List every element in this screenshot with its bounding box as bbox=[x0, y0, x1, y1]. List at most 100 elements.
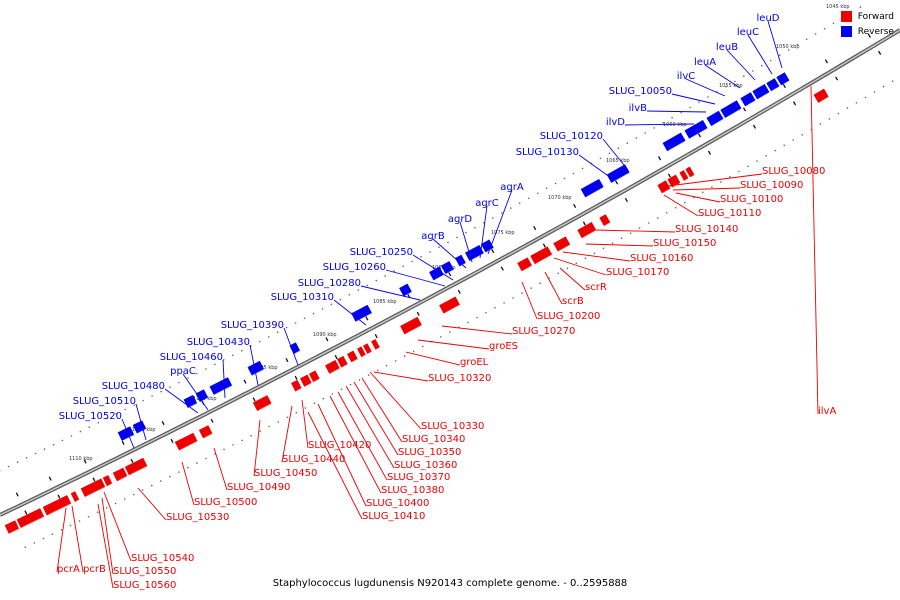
gene-label[interactable]: pcrB bbox=[83, 564, 106, 575]
gene-label[interactable]: ppaC bbox=[170, 366, 196, 377]
forward-gene[interactable] bbox=[439, 296, 463, 314]
forward-gene[interactable] bbox=[813, 88, 832, 103]
gene-label[interactable]: SLUG_10150 bbox=[653, 238, 716, 249]
reverse-gene[interactable] bbox=[195, 389, 211, 403]
reverse-gene[interactable] bbox=[351, 304, 375, 322]
forward-gene[interactable] bbox=[667, 174, 684, 188]
forward-gene[interactable] bbox=[80, 478, 108, 498]
forward-gene[interactable] bbox=[371, 339, 383, 350]
gene-label[interactable]: SLUG_10440 bbox=[282, 454, 345, 465]
gene-label[interactable]: SLUG_10480 bbox=[102, 381, 165, 392]
forward-gene[interactable] bbox=[324, 359, 343, 374]
reverse-gene[interactable] bbox=[289, 342, 303, 355]
gene-label[interactable]: groES bbox=[489, 341, 518, 352]
gene-label[interactable]: SLUG_10270 bbox=[512, 326, 575, 337]
gene-label[interactable]: pcrA bbox=[57, 564, 80, 575]
forward-gene[interactable] bbox=[599, 214, 613, 227]
gene-label[interactable]: ilvC bbox=[677, 71, 695, 82]
gene-label[interactable]: SLUG_10260 bbox=[323, 262, 386, 273]
reverse-gene[interactable] bbox=[766, 78, 783, 92]
forward-gene[interactable] bbox=[685, 166, 698, 178]
gene-label[interactable]: leuC bbox=[737, 27, 759, 38]
gene-label[interactable]: SLUG_10540 bbox=[131, 553, 194, 564]
reverse-gene[interactable] bbox=[454, 254, 469, 267]
gene-label[interactable]: SLUG_10250 bbox=[350, 247, 413, 258]
forward-gene[interactable] bbox=[517, 257, 535, 272]
reverse-gene[interactable] bbox=[776, 72, 793, 86]
reverse-gene[interactable] bbox=[399, 283, 415, 297]
forward-gene[interactable] bbox=[530, 246, 555, 265]
reverse-gene[interactable] bbox=[464, 244, 487, 262]
forward-gene[interactable] bbox=[657, 180, 674, 194]
forward-gene[interactable] bbox=[356, 346, 369, 358]
reverse-gene[interactable] bbox=[720, 100, 745, 119]
forward-gene[interactable] bbox=[4, 520, 22, 534]
gene-label[interactable]: SLUG_10120 bbox=[540, 131, 603, 142]
gene-label[interactable]: SLUG_10490 bbox=[227, 482, 290, 493]
gene-label[interactable]: SLUG_10050 bbox=[609, 86, 672, 97]
gene-label[interactable]: ilvD bbox=[606, 117, 625, 128]
gene-label[interactable]: ilvA bbox=[818, 406, 836, 417]
gene-label[interactable]: agrD bbox=[448, 214, 473, 225]
gene-label[interactable]: SLUG_10340 bbox=[402, 434, 465, 445]
forward-gene[interactable] bbox=[299, 374, 315, 387]
reverse-gene[interactable] bbox=[662, 132, 689, 152]
reverse-gene[interactable] bbox=[247, 360, 267, 376]
forward-gene[interactable] bbox=[400, 316, 425, 335]
gene-label[interactable]: SLUG_10400 bbox=[366, 498, 429, 509]
forward-gene[interactable] bbox=[70, 491, 82, 502]
forward-gene[interactable] bbox=[346, 350, 361, 363]
gene-label[interactable]: SLUG_10170 bbox=[606, 267, 669, 278]
gene-label[interactable]: SLUG_10200 bbox=[537, 311, 600, 322]
reverse-gene[interactable] bbox=[740, 92, 759, 107]
gene-label[interactable]: agrA bbox=[500, 182, 524, 193]
reverse-gene[interactable] bbox=[684, 119, 711, 139]
reverse-gene[interactable] bbox=[429, 266, 447, 281]
gene-label[interactable]: agrB bbox=[421, 231, 445, 242]
forward-gene[interactable] bbox=[336, 355, 351, 368]
gene-label[interactable]: SLUG_10450 bbox=[254, 468, 317, 479]
forward-gene[interactable] bbox=[16, 508, 47, 529]
reverse-gene[interactable] bbox=[752, 83, 773, 100]
reverse-gene[interactable] bbox=[440, 261, 457, 275]
gene-label[interactable]: SLUG_10500 bbox=[194, 497, 257, 508]
gene-label[interactable]: SLUG_10350 bbox=[398, 447, 461, 458]
gene-label[interactable]: SLUG_10560 bbox=[113, 580, 176, 591]
forward-gene[interactable] bbox=[308, 370, 323, 383]
forward-gene[interactable] bbox=[124, 457, 151, 476]
forward-gene[interactable] bbox=[553, 236, 573, 252]
reverse-gene[interactable] bbox=[209, 377, 235, 395]
reverse-gene[interactable] bbox=[606, 164, 633, 183]
gene-label[interactable]: SLUG_10130 bbox=[516, 147, 579, 158]
gene-label[interactable]: SLUG_10390 bbox=[221, 320, 284, 331]
gene-label[interactable]: leuA bbox=[694, 57, 716, 68]
gene-label[interactable]: scrR bbox=[585, 282, 607, 293]
gene-label[interactable]: SLUG_10090 bbox=[740, 180, 803, 191]
gene-label[interactable]: SLUG_10360 bbox=[394, 460, 457, 471]
gene-label[interactable]: SLUG_10320 bbox=[428, 373, 491, 384]
gene-label[interactable]: SLUG_10520 bbox=[59, 411, 122, 422]
forward-gene[interactable] bbox=[679, 170, 692, 181]
gene-label[interactable]: SLUG_10510 bbox=[73, 396, 136, 407]
gene-label[interactable]: scrB bbox=[562, 296, 584, 307]
gene-label[interactable]: SLUG_10410 bbox=[362, 511, 425, 522]
gene-label[interactable]: SLUG_10550 bbox=[113, 566, 176, 577]
gene-label[interactable]: SLUG_10380 bbox=[381, 485, 444, 496]
forward-gene[interactable] bbox=[112, 467, 131, 482]
gene-label[interactable]: SLUG_10460 bbox=[160, 352, 223, 363]
gene-label[interactable]: SLUG_10310 bbox=[271, 292, 334, 303]
gene-label[interactable]: SLUG_10080 bbox=[762, 166, 825, 177]
gene-label[interactable]: SLUG_10140 bbox=[675, 224, 738, 235]
gene-label[interactable]: leuB bbox=[716, 42, 738, 53]
gene-label[interactable]: leuD bbox=[757, 13, 780, 24]
reverse-gene[interactable] bbox=[480, 239, 497, 253]
forward-gene[interactable] bbox=[290, 379, 305, 392]
gene-label[interactable]: groEL bbox=[460, 357, 489, 368]
forward-gene[interactable] bbox=[577, 221, 599, 239]
gene-label[interactable]: SLUG_10430 bbox=[187, 337, 250, 348]
forward-gene[interactable] bbox=[198, 425, 216, 439]
forward-gene[interactable] bbox=[42, 495, 74, 516]
gene-label[interactable]: SLUG_10370 bbox=[387, 472, 450, 483]
reverse-gene[interactable] bbox=[706, 110, 727, 127]
gene-label[interactable]: ilvB bbox=[629, 103, 647, 114]
